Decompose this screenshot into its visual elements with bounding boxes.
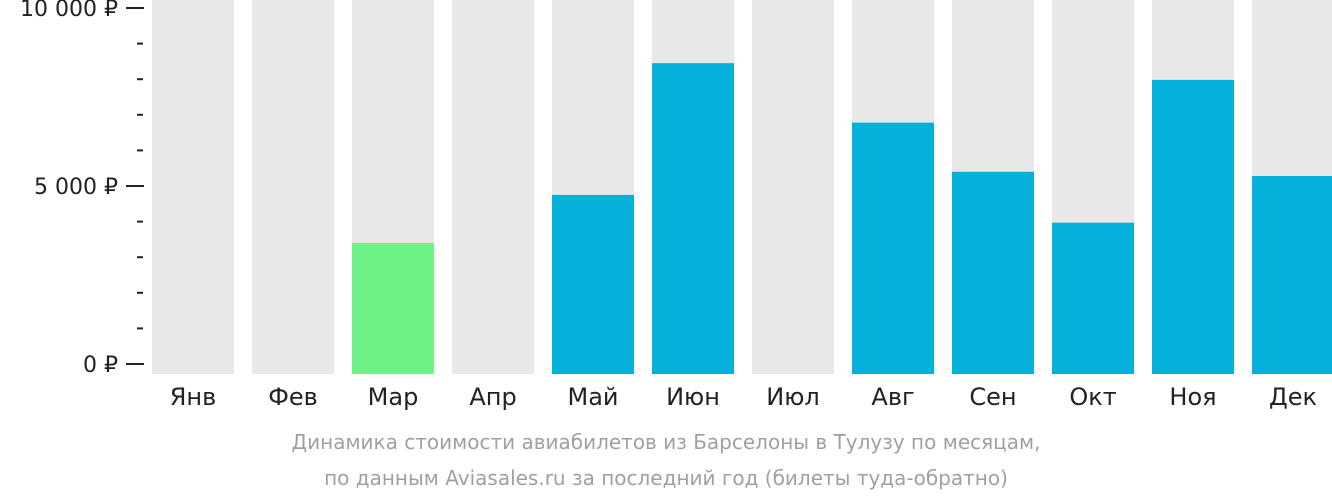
bar-3 <box>352 242 434 374</box>
x-tick-label: Дек <box>1269 383 1317 411</box>
bar-background <box>752 0 834 374</box>
x-tick-label: Июн <box>666 383 720 411</box>
x-tick-label: Фев <box>268 383 318 411</box>
y-tick-label: 10 000 ₽ <box>20 0 118 22</box>
y-tick-label: 5 000 ₽ <box>34 175 118 200</box>
x-tick-label: Апр <box>469 383 516 411</box>
x-tick-label: Июл <box>766 383 820 411</box>
bar-background <box>152 0 234 374</box>
bar-5 <box>552 194 634 374</box>
bar-chart-svg: Янв Фев Мар Апр Май Июн Июл Авг Сен Окт Ноя Дек 10 0… <box>20 0 1332 411</box>
x-tick-label: Май <box>567 383 618 411</box>
x-tick-label: Янв <box>170 383 217 411</box>
x-tick-label: Мар <box>368 383 419 411</box>
bar-12 <box>1252 176 1332 374</box>
x-tick-label: Ноя <box>1169 383 1216 411</box>
bar-background <box>452 0 534 374</box>
x-tick-label: Авг <box>871 383 914 411</box>
bar-10 <box>1052 222 1134 374</box>
chart-caption-line-1: Динамика стоимости авиабилетов из Барсел… <box>291 430 1041 454</box>
chart-caption-line-2: по данным Aviasales.ru за последний год … <box>324 466 1008 490</box>
bar-11 <box>1152 79 1234 375</box>
bar-8 <box>852 122 934 375</box>
bar-6 <box>652 63 734 375</box>
x-tick-label: Окт <box>1069 383 1116 411</box>
bar-9 <box>952 171 1034 374</box>
bar-background <box>252 0 334 374</box>
x-tick-label: Сен <box>969 383 1016 411</box>
y-tick-label: 0 ₽ <box>83 353 118 378</box>
